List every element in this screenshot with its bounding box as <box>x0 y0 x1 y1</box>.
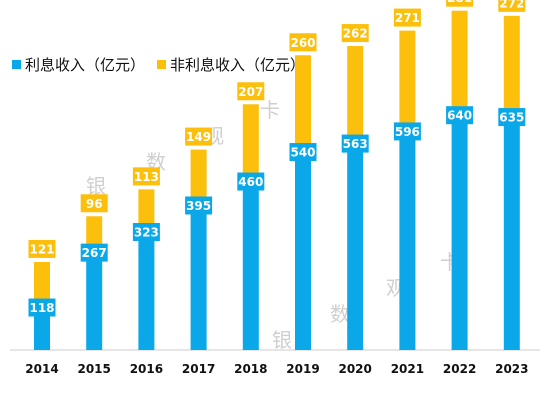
data-label-interest: 596 <box>395 125 420 139</box>
x-tick-label: 2014 <box>25 362 58 376</box>
data-label-noninterest: 113 <box>134 170 159 184</box>
data-label-box-noninterest <box>393 8 421 27</box>
watermark-char: 数 <box>330 302 350 326</box>
data-label-interest: 640 <box>447 109 472 123</box>
legend-item-noninterest: 非利息收入（亿元） <box>157 54 305 75</box>
bar-noninterest <box>295 55 311 152</box>
data-label-interest: 395 <box>186 199 211 213</box>
bar-interest <box>242 180 259 350</box>
data-label-box-noninterest <box>80 194 108 213</box>
bar-noninterest <box>503 15 520 117</box>
bar-interest <box>399 130 416 350</box>
legend-label-noninterest: 非利息收入（亿元） <box>170 56 306 74</box>
data-label-noninterest: 121 <box>29 242 54 256</box>
x-tick-label: 2020 <box>338 362 371 376</box>
data-label-interest: 267 <box>82 246 107 260</box>
data-label-box-interest <box>185 196 213 215</box>
data-label-box-interest <box>289 143 317 162</box>
bar-noninterest <box>86 216 103 252</box>
data-label-noninterest: 149 <box>186 130 211 144</box>
x-tick-label: 2016 <box>130 362 163 376</box>
bar-interest <box>138 231 155 350</box>
data-label-noninterest: 260 <box>290 36 315 50</box>
data-label-noninterest: 272 <box>499 0 524 10</box>
x-tick-label: 2022 <box>443 362 476 376</box>
watermark-char: 银 <box>86 174 106 198</box>
bar-interest <box>503 116 520 350</box>
data-label-box-interest <box>80 243 108 262</box>
data-label-interest: 118 <box>29 301 54 315</box>
data-label-box-noninterest <box>341 24 369 43</box>
data-label-box-noninterest <box>28 239 56 258</box>
bar-noninterest <box>347 46 364 143</box>
bar-noninterest <box>242 104 259 181</box>
data-label-interest: 563 <box>343 137 368 151</box>
data-label-noninterest: 271 <box>395 11 420 25</box>
data-label-box-noninterest <box>237 82 265 101</box>
data-label-interest: 635 <box>499 111 524 125</box>
bar-interest <box>451 114 468 350</box>
bar-noninterest <box>190 149 207 205</box>
legend-swatch-noninterest <box>157 60 167 69</box>
data-label-box-interest <box>341 134 369 153</box>
bar-noninterest <box>138 189 155 231</box>
data-label-box-interest <box>498 108 526 127</box>
data-label-noninterest: 96 <box>86 197 103 211</box>
data-label-box-noninterest <box>289 33 317 52</box>
x-tick-label: 2017 <box>182 362 215 376</box>
data-label-box-interest <box>132 223 160 241</box>
x-tick-label: 2018 <box>234 362 267 376</box>
legend-swatch-interest <box>12 60 21 69</box>
data-label-noninterest: 262 <box>343 27 368 41</box>
bar-interest <box>190 204 207 350</box>
bar-interest <box>347 142 364 350</box>
bar-noninterest <box>34 261 50 307</box>
data-label-interest: 540 <box>290 146 315 160</box>
legend-label-interest: 利息收入（亿元） <box>25 56 146 74</box>
data-label-box-interest <box>446 106 474 125</box>
data-label-interest: 323 <box>134 226 159 240</box>
legend-item-interest: 利息收入（亿元） <box>12 54 145 75</box>
x-tick-label: 2023 <box>495 362 528 376</box>
watermark-char: 卡 <box>260 98 280 122</box>
data-label-box-noninterest <box>446 0 474 7</box>
data-label-box-interest <box>393 122 421 141</box>
data-label-box-noninterest <box>498 0 526 12</box>
bar-noninterest <box>451 10 468 115</box>
data-label-box-interest <box>28 298 56 317</box>
data-label-box-noninterest <box>132 167 160 186</box>
data-label-noninterest: 207 <box>238 85 263 99</box>
data-label-box-interest <box>237 172 265 191</box>
watermark-char: 银 <box>272 328 292 352</box>
x-tick-label: 2019 <box>286 362 319 376</box>
bar-noninterest <box>399 30 416 131</box>
x-tick-label: 2021 <box>391 362 424 376</box>
data-label-interest: 460 <box>238 175 263 189</box>
data-label-box-noninterest <box>185 127 213 146</box>
data-label-noninterest: 281 <box>447 0 472 5</box>
x-tick-label: 2015 <box>77 362 110 376</box>
legend: 利息收入（亿元） 非利息收入（亿元） <box>12 54 317 75</box>
bar-interest <box>295 151 311 350</box>
bar-interest <box>86 251 103 350</box>
bar-interest <box>34 306 50 350</box>
